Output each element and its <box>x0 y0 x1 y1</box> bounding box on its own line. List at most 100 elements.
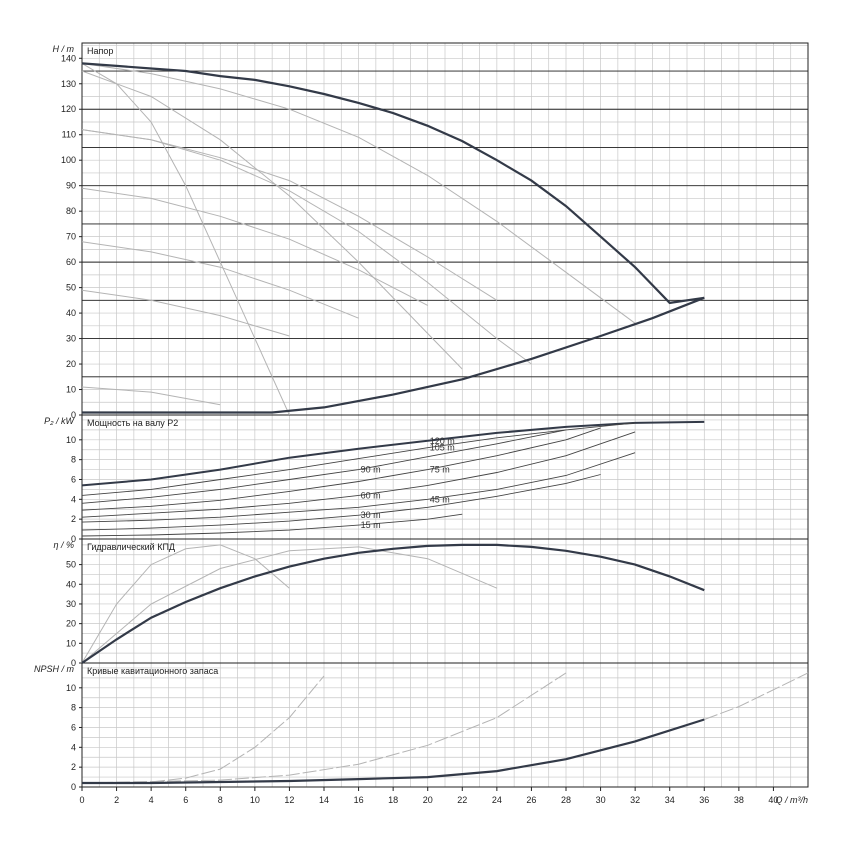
npsh-main-curve <box>82 718 705 785</box>
xtick-label: 30 <box>596 795 606 805</box>
ytick-label-power: 8 <box>71 455 76 465</box>
xtick-label: 22 <box>457 795 467 805</box>
ytick-label-efficiency: 30 <box>66 599 76 609</box>
ytick-label-power: 10 <box>66 435 76 445</box>
ylabel-npsh: NPSH / m <box>34 664 75 674</box>
ylabel-efficiency: η / % <box>53 540 74 550</box>
head-speed-curve <box>81 289 290 337</box>
efficiency-secondary-curve <box>81 546 498 664</box>
power-curve-30m <box>81 474 601 531</box>
npsh-secondary-curve <box>81 672 567 784</box>
xtick-label: 36 <box>699 795 709 805</box>
head-speed-curve <box>81 62 636 324</box>
power-curve-120m <box>81 420 705 487</box>
ytick-label-head: 130 <box>61 79 76 89</box>
ytick-label-efficiency: 10 <box>66 638 76 648</box>
ytick-label-npsh: 2 <box>71 762 76 772</box>
ytick-label-head: 90 <box>66 181 76 191</box>
head-max-curve <box>81 62 705 305</box>
ytick-label-head: 100 <box>61 155 76 165</box>
xtick-label: 18 <box>388 795 398 805</box>
ytick-label-efficiency: 0 <box>71 658 76 668</box>
power-curve-45m <box>81 452 636 523</box>
xtick-label: 4 <box>149 795 154 805</box>
ytick-label-head: 110 <box>62 130 76 140</box>
ytick-label-npsh: 10 <box>66 683 76 693</box>
ytick-label-power: 2 <box>71 514 76 524</box>
panel-frame-npsh <box>81 662 809 788</box>
power-curve-label: 15 m <box>361 520 381 530</box>
panel-title-power: Мощность на валу P2 <box>87 418 178 428</box>
xtick-label: 8 <box>218 795 223 805</box>
xtick-label: 40 <box>768 795 778 805</box>
xtick-label: 6 <box>183 795 188 805</box>
npsh-secondary-curve <box>151 675 325 783</box>
xtick-label: 14 <box>319 795 329 805</box>
ytick-label-head: 140 <box>61 53 76 63</box>
ytick-label-npsh: 4 <box>71 742 76 752</box>
head-speed-curve <box>81 386 221 406</box>
power-curve-label: 60 m <box>361 490 381 500</box>
xtick-label: 34 <box>665 795 675 805</box>
xtick-label: 26 <box>526 795 536 805</box>
ytick-label-efficiency: 40 <box>66 579 76 589</box>
power-curve-75m <box>81 427 601 511</box>
efficiency-secondary-curve <box>81 544 290 664</box>
xtick-label: 32 <box>630 795 640 805</box>
xtick-label: 24 <box>492 795 502 805</box>
ytick-label-efficiency: 20 <box>66 619 76 629</box>
ytick-label-power: 4 <box>71 494 76 504</box>
efficiency-main-curve <box>81 543 705 664</box>
power-curve-label: 105 m <box>430 443 455 453</box>
ytick-label-head: 40 <box>66 308 76 318</box>
xtick-label: 20 <box>423 795 433 805</box>
power-curve-label: 120 m <box>430 436 455 446</box>
xtick-label: 0 <box>79 795 84 805</box>
power-curve-label: 90 m <box>361 465 381 475</box>
head-speed-curve <box>81 129 498 301</box>
ytick-label-npsh: 8 <box>71 703 76 713</box>
ytick-label-head: 120 <box>61 104 76 114</box>
ytick-label-head: 50 <box>66 283 76 293</box>
power-curve-label: 45 m <box>430 494 450 504</box>
xlabel: Q / m³/h <box>775 795 808 805</box>
ytick-label-head: 10 <box>66 385 76 395</box>
ytick-label-npsh: 0 <box>71 782 76 792</box>
ytick-label-head: 80 <box>66 206 76 216</box>
ytick-label-head: 60 <box>66 257 76 267</box>
ytick-label-head: 20 <box>66 359 76 369</box>
ytick-label-power: 6 <box>71 474 76 484</box>
ytick-label-head: 0 <box>71 410 76 420</box>
ytick-label-head: 70 <box>66 232 76 242</box>
ytick-label-power: 0 <box>71 534 76 544</box>
xtick-label: 16 <box>354 795 364 805</box>
ylabel-head: H / m <box>53 44 75 54</box>
xtick-label: 2 <box>114 795 119 805</box>
head-system-curve <box>81 70 463 370</box>
xtick-label: 38 <box>734 795 744 805</box>
head-speed-curve <box>81 187 428 306</box>
power-curve-label: 30 m <box>361 510 381 520</box>
ytick-label-efficiency: 50 <box>66 560 76 570</box>
ytick-label-head: 30 <box>66 334 76 344</box>
head-min-curve <box>82 296 705 414</box>
panel-title-head: Напор <box>87 46 113 56</box>
power-curve-label: 75 m <box>430 465 450 475</box>
power-curve-105m <box>81 422 636 496</box>
power-curve-90m <box>81 429 567 504</box>
power-curve-60m <box>81 431 636 518</box>
ytick-label-npsh: 6 <box>71 722 76 732</box>
power-curve-15m <box>81 513 463 537</box>
panel-title-npsh: Кривые кавитационного запаса <box>87 666 218 676</box>
xtick-label: 10 <box>250 795 260 805</box>
ylabel-power: P₂ / kW <box>44 416 75 426</box>
curves-layer <box>81 62 809 785</box>
npsh-secondary-curve <box>704 672 809 720</box>
grid-layer <box>79 42 809 791</box>
xtick-label: 12 <box>284 795 294 805</box>
head-speed-curve <box>81 241 359 319</box>
xtick-label: 28 <box>561 795 571 805</box>
panel-title-efficiency: Гидравлический КПД <box>87 542 175 552</box>
